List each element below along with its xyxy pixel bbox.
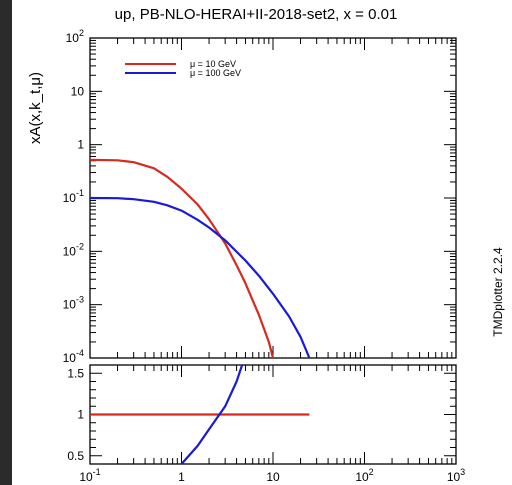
ratio-y-tick-label: 1.5 [67, 366, 84, 380]
x-tick-label: 10-1 [79, 467, 100, 484]
legend-label-mu10: μ = 10 GeV [190, 59, 236, 69]
ratio-y-tick-label: 1 [77, 408, 84, 422]
ratio-ticks [89, 364, 456, 465]
legend: μ = 10 GeV μ = 100 GeV [125, 59, 241, 78]
main-curves [89, 158, 311, 359]
main-y-tick-label: 1 [77, 138, 84, 152]
main-y-tick-label: 10-1 [63, 188, 84, 205]
x-tick-label: 1 [178, 470, 185, 484]
main-ticks [89, 38, 456, 359]
ratio-y-tick-labels: 0.5 1 1.5 [67, 366, 84, 463]
chart-frame: up, PB-NLO-HERAI+II-2018-set2, x = 0.01 … [12, 0, 512, 485]
main-y-tick-label: 102 [66, 28, 84, 45]
main-y-tick-label: 10-2 [63, 241, 84, 258]
legend-label-mu100: μ = 100 GeV [190, 68, 241, 78]
main-plot-frame [89, 37, 457, 359]
curve-mu10 [89, 158, 275, 359]
y-axis-label: xA(x,k_t,μ) [27, 72, 44, 144]
tmd-chart: up, PB-NLO-HERAI+II-2018-set2, x = 0.01 … [27, 6, 505, 484]
ratio-curves [90, 364, 310, 465]
tmdplotter-version-label: TMDplotter 2.2.4 [491, 247, 505, 337]
main-y-tick-labels: 10-4 10-3 10-2 10-1 1 10 102 [63, 28, 85, 365]
x-tick-label: 10 [266, 470, 280, 484]
ratio-y-tick-label: 0.5 [67, 449, 84, 463]
ratio-curve-mu100 [180, 364, 244, 465]
main-y-tick-label: 10 [71, 84, 85, 98]
x-tick-labels: 10-1 1 10 102 103 [79, 467, 465, 484]
x-tick-label: 102 [355, 467, 373, 484]
x-tick-label: 103 [447, 467, 465, 484]
main-y-tick-label: 10-4 [63, 348, 84, 365]
curve-mu100 [89, 196, 311, 359]
chart-title: up, PB-NLO-HERAI+II-2018-set2, x = 0.01 [115, 6, 398, 23]
main-y-tick-label: 10-3 [63, 295, 84, 312]
